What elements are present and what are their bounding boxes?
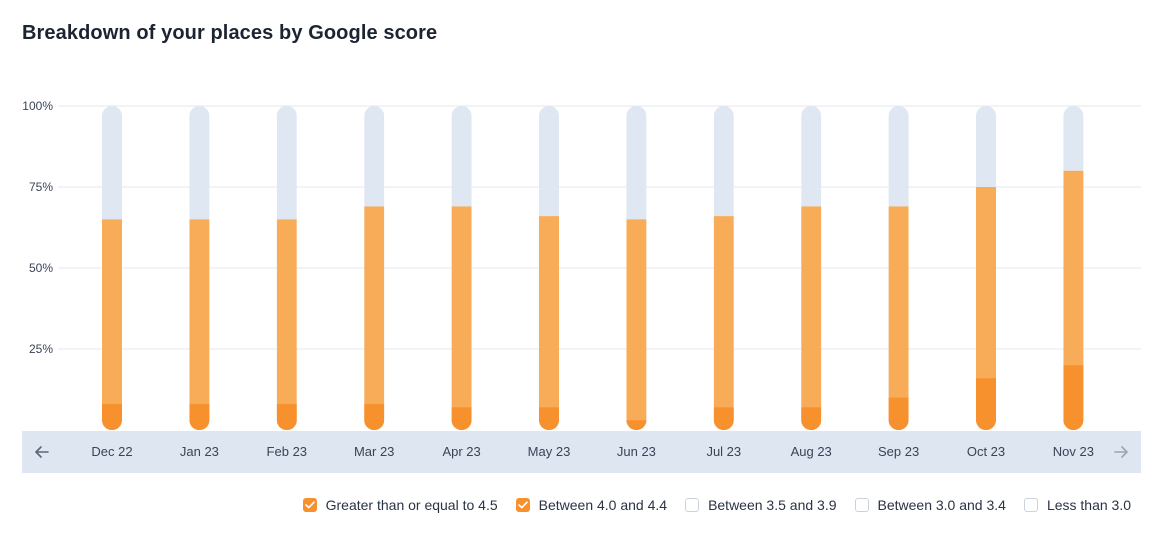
bar-group [801, 106, 822, 430]
legend-item[interactable]: Between 4.0 and 4.4 [515, 497, 668, 513]
bar-gte-4.5[interactable] [713, 407, 734, 430]
bar-group [713, 106, 734, 430]
x-tick-label: Jul 23 [706, 444, 742, 459]
legend-item[interactable]: Greater than or equal to 4.5 [302, 497, 498, 513]
bar-group [451, 106, 472, 430]
bar-between-4.0-4.4[interactable] [276, 219, 297, 430]
chart-legend: Greater than or equal to 4.5 Between 4.0 … [285, 497, 1131, 513]
checkbox-unchecked-icon[interactable] [685, 498, 700, 512]
bar-between-4.0-4.4[interactable] [451, 206, 472, 430]
bar-gte-4.5[interactable] [276, 404, 297, 430]
legend-label: Between 3.0 and 3.4 [877, 497, 1006, 513]
bar-gte-4.5[interactable] [451, 407, 472, 430]
legend-label: Less than 3.0 [1046, 497, 1131, 513]
bar-between-4.0-4.4[interactable] [626, 219, 647, 430]
prev-period-button[interactable] [24, 431, 60, 473]
bar-between-4.0-4.4[interactable] [364, 206, 385, 430]
bar-between-4.0-4.4[interactable] [189, 219, 210, 430]
x-tick-label: Jun 23 [616, 444, 656, 459]
checkbox-checked-icon[interactable] [515, 498, 530, 512]
bar-between-4.0-4.4[interactable] [976, 187, 996, 430]
y-tick-label: 75% [29, 180, 53, 194]
x-tick-label: Mar 23 [353, 444, 395, 459]
x-tick-label: Aug 23 [790, 444, 832, 459]
checkbox-unchecked-icon[interactable] [854, 498, 869, 512]
bar-between-4.0-4.4[interactable] [888, 206, 909, 430]
bar-gte-4.5[interactable] [626, 420, 647, 430]
bar-group [189, 106, 210, 430]
bar-gte-4.5[interactable] [364, 404, 385, 430]
x-tick-label: Feb 23 [266, 444, 308, 459]
legend-item[interactable]: Less than 3.0 [1023, 497, 1131, 513]
x-tick-label: Oct 23 [966, 444, 1006, 459]
x-tick-label: Sep 23 [877, 444, 920, 459]
x-tick-label: May 23 [527, 444, 571, 459]
x-tick-label: Nov 23 [1052, 444, 1094, 459]
x-tick-label: Jan 23 [179, 444, 219, 459]
bar-between-4.0-4.4[interactable] [801, 206, 822, 430]
bar-group [276, 106, 297, 430]
bar-between-4.0-4.4[interactable] [539, 216, 559, 430]
bar-gte-4.5[interactable] [976, 378, 996, 430]
legend-item[interactable]: Between 3.5 and 3.9 [685, 497, 837, 513]
legend-label: Greater than or equal to 4.5 [325, 497, 498, 513]
y-tick-label: 25% [29, 342, 53, 356]
chart-title: Breakdown of your places by Google score [22, 22, 438, 44]
x-axis-band: Dec 22 Jan 23 Feb 23 Mar 23 Apr 23 May 23 Jun … [22, 431, 1141, 473]
bar-gte-4.5[interactable] [1063, 365, 1084, 430]
checkbox-checked-icon[interactable] [302, 498, 317, 512]
bar-gte-4.5[interactable] [539, 407, 559, 430]
checkbox-unchecked-icon[interactable] [1023, 498, 1038, 512]
legend-item[interactable]: Between 3.0 and 3.4 [854, 497, 1006, 513]
bar-gte-4.5[interactable] [102, 404, 122, 430]
legend-label: Between 4.0 and 4.4 [538, 497, 668, 513]
x-tick-label: Apr 23 [442, 444, 481, 459]
bar-group [102, 106, 122, 430]
arrow-left-icon [35, 446, 49, 458]
legend-label: Between 3.5 and 3.9 [708, 497, 837, 513]
y-tick-label: 100% [22, 99, 53, 113]
y-tick-label: 50% [29, 261, 53, 275]
bar-between-4.0-4.4[interactable] [713, 216, 734, 430]
bar-group [364, 106, 385, 430]
bar-group [976, 106, 996, 430]
x-tick-label: Dec 22 [91, 444, 133, 459]
arrow-right-icon [1114, 446, 1128, 458]
bar-group [1063, 106, 1084, 430]
bar-group [539, 106, 559, 430]
bar-between-4.0-4.4[interactable] [102, 219, 122, 430]
bar-gte-4.5[interactable] [801, 407, 822, 430]
bar-group [626, 106, 647, 430]
bar-group [888, 106, 909, 430]
next-period-button[interactable] [1103, 431, 1139, 473]
bar-gte-4.5[interactable] [888, 397, 909, 430]
bar-gte-4.5[interactable] [189, 404, 210, 430]
